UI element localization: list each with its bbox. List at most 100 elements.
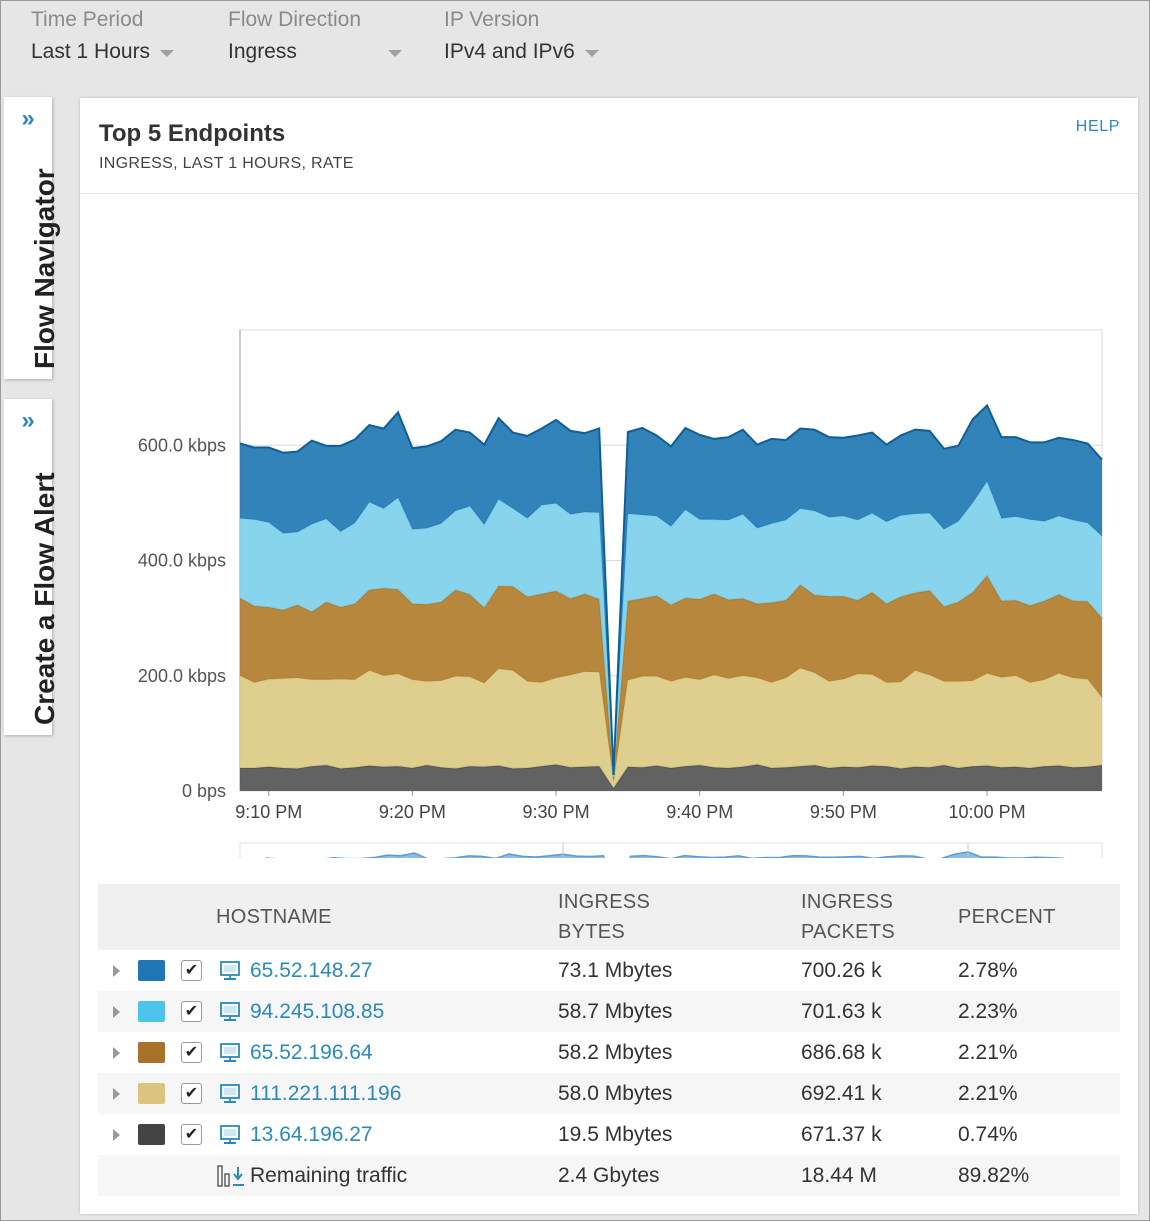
panel-divider — [80, 193, 1138, 194]
time-period-label: Time Period — [31, 8, 144, 31]
x-tick-label: 9:40 PM — [666, 802, 733, 822]
navigator-frame — [239, 842, 1103, 858]
ingress-packets: 701.63 k — [801, 1000, 882, 1023]
expand-arrow-icon[interactable] — [113, 1006, 120, 1018]
expand-arrow-icon[interactable] — [113, 1088, 120, 1100]
table-row: ✔ 65.52.148.27 73.1 Mbytes 700.26 k 2.78… — [98, 950, 1120, 991]
ingress-packets: 18.44 M — [801, 1164, 877, 1187]
endpoints-table: HOSTNAME INGRESS BYTES INGRESS PACKETS P… — [98, 884, 1120, 1196]
create-flow-alert-tab[interactable]: » Create a Flow Alert — [4, 399, 60, 735]
header-ingress-bytes[interactable]: INGRESS BYTES — [558, 887, 650, 947]
computer-icon — [220, 1043, 240, 1062]
series-color-swatch — [138, 1001, 165, 1022]
chevron-down-icon[interactable] — [584, 50, 599, 57]
expand-arrow-icon[interactable] — [113, 1129, 120, 1141]
ingress-packets: 686.68 k — [801, 1041, 882, 1064]
ingress-bytes: 58.7 Mbytes — [558, 1000, 673, 1023]
computer-icon — [220, 961, 240, 980]
x-tick-label: 10:00 PM — [949, 802, 1026, 822]
ip-version-label: IP Version — [444, 8, 540, 31]
series-color-swatch — [138, 1042, 165, 1063]
computer-icon — [220, 1125, 240, 1144]
series-checkbox[interactable]: ✔ — [181, 1083, 202, 1104]
computer-icon — [220, 1084, 240, 1103]
percent: 2.21% — [958, 1082, 1018, 1105]
help-link[interactable]: HELP — [1075, 118, 1120, 135]
hostname-link[interactable]: 111.221.111.196 — [250, 1082, 402, 1105]
computer-icon — [220, 1002, 240, 1021]
percent: 2.23% — [958, 1000, 1018, 1023]
x-tick-label: 9:20 PM — [379, 802, 446, 822]
header-ingress-packets[interactable]: INGRESS PACKETS — [801, 887, 895, 947]
top-endpoints-panel: Top 5 Endpoints INGRESS, LAST 1 HOURS, R… — [80, 98, 1138, 1214]
expand-arrow-icon[interactable] — [113, 965, 120, 977]
hostname-link[interactable]: 65.52.196.64 — [250, 1041, 373, 1064]
ip-version-dropdown[interactable]: IPv4 and IPv6 — [444, 40, 599, 64]
x-tick-label: 9:30 PM — [523, 802, 590, 822]
header-ingress-bytes-line2: BYTES — [558, 921, 626, 943]
header-hostname[interactable]: HOSTNAME — [216, 906, 332, 928]
hostname-link[interactable]: 65.52.148.27 — [250, 959, 373, 982]
header-ingress-bytes-line1: INGRESS — [558, 891, 651, 913]
y-tick-label: 600.0 kbps — [138, 435, 226, 455]
ingress-bytes: 58.2 Mbytes — [558, 1041, 673, 1064]
chevron-down-icon[interactable] — [160, 50, 175, 57]
hostname-link[interactable]: 94.245.108.85 — [250, 1000, 385, 1023]
panel-subtitle: INGRESS, LAST 1 HOURS, RATE — [99, 155, 354, 172]
time-period-dropdown[interactable]: Last 1 Hours — [31, 40, 175, 64]
ip-version-value[interactable]: IPv4 and IPv6 — [444, 40, 575, 63]
ip-version-filter[interactable]: IP Version IPv4 and IPv6 — [444, 8, 599, 64]
table-row: ✔ 13.64.196.27 19.5 Mbytes 671.37 k 0.74… — [98, 1114, 1120, 1155]
series-area — [240, 668, 1102, 789]
ingress-bytes: 73.1 Mbytes — [558, 959, 673, 982]
double-chevron-right-icon[interactable]: » — [21, 105, 35, 132]
remaining-traffic-row: Remaining traffic 2.4 Gbytes 18.44 M 89.… — [98, 1155, 1120, 1196]
series-area — [240, 575, 1102, 783]
ingress-bytes: 2.4 Gbytes — [558, 1164, 660, 1187]
chart-areas — [239, 403, 1103, 791]
ingress-packets: 671.37 k — [801, 1123, 882, 1146]
time-period-filter[interactable]: Time Period Last 1 Hours — [31, 8, 175, 64]
series-checkbox[interactable]: ✔ — [181, 960, 202, 981]
filter-bar: Time Period Last 1 Hours Flow Direction … — [0, 0, 1150, 90]
create-flow-alert-label[interactable]: Create a Flow Alert — [29, 472, 60, 725]
table-row: ✔ 94.245.108.85 58.7 Mbytes 701.63 k 2.2… — [98, 991, 1120, 1032]
series-color-swatch — [138, 960, 165, 981]
flow-direction-value[interactable]: Ingress — [228, 40, 297, 63]
header-percent[interactable]: PERCENT — [958, 906, 1056, 928]
series-line — [239, 667, 1103, 783]
percent: 0.74% — [958, 1123, 1018, 1146]
percent: 89.82% — [958, 1164, 1030, 1187]
flow-direction-dropdown[interactable]: Ingress — [228, 40, 402, 64]
x-axis: 9:10 PM 9:20 PM 9:30 PM 9:40 PM 9:50 PM 10:00… — [235, 791, 1026, 822]
series-color-swatch — [138, 1124, 165, 1145]
expand-arrow-icon[interactable] — [113, 1047, 120, 1059]
series-checkbox[interactable]: ✔ — [181, 1001, 202, 1022]
y-tick-label: 0 bps — [182, 781, 226, 801]
flow-direction-label: Flow Direction — [228, 8, 362, 31]
header-ingress-packets-line1: INGRESS — [801, 891, 894, 913]
percent: 2.78% — [958, 959, 1018, 982]
time-period-value[interactable]: Last 1 Hours — [31, 40, 151, 63]
traffic-area-chart[interactable]: 0 bps 200.0 kbps 400.0 kbps 600.0 kbps 9:10… — [80, 218, 1138, 858]
flow-navigator-tab[interactable]: » Flow Navigator — [4, 97, 60, 379]
x-tick-label: 9:50 PM — [810, 802, 877, 822]
flow-direction-filter[interactable]: Flow Direction Ingress — [228, 8, 402, 64]
percent: 2.21% — [958, 1041, 1018, 1064]
chevron-down-icon[interactable] — [388, 50, 402, 57]
series-checkbox[interactable]: ✔ — [181, 1124, 202, 1145]
ingress-bytes: 19.5 Mbytes — [558, 1123, 673, 1146]
ingress-packets: 700.26 k — [801, 959, 882, 982]
remaining-traffic-icon — [217, 1165, 244, 1187]
series-color-swatch — [138, 1083, 165, 1104]
header-ingress-packets-line2: PACKETS — [801, 921, 895, 943]
series-checkbox[interactable]: ✔ — [181, 1042, 202, 1063]
navigator-area — [265, 851, 1066, 858]
double-chevron-right-icon[interactable]: » — [21, 407, 35, 434]
series-area — [240, 481, 1102, 778]
ingress-bytes: 58.0 Mbytes — [558, 1082, 673, 1105]
series-area — [240, 405, 1102, 777]
flow-navigator-label[interactable]: Flow Navigator — [29, 168, 60, 369]
hostname-link[interactable]: 13.64.196.27 — [250, 1123, 373, 1146]
